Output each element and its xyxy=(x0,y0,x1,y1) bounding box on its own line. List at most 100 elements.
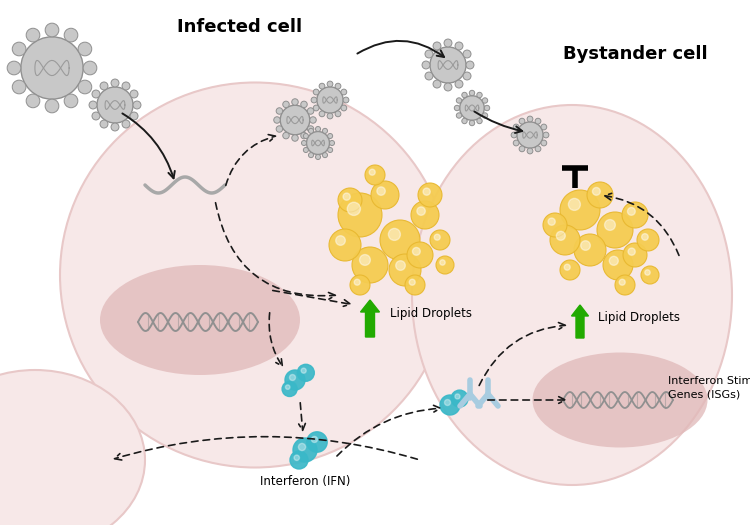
Circle shape xyxy=(292,99,298,105)
Circle shape xyxy=(290,374,296,381)
Circle shape xyxy=(430,230,450,250)
Circle shape xyxy=(111,123,119,131)
Circle shape xyxy=(556,232,566,240)
Ellipse shape xyxy=(100,265,300,375)
Circle shape xyxy=(341,105,346,111)
Circle shape xyxy=(620,279,626,285)
Circle shape xyxy=(564,264,570,270)
Circle shape xyxy=(130,112,138,120)
Circle shape xyxy=(12,80,26,94)
Circle shape xyxy=(303,133,308,139)
Circle shape xyxy=(274,117,280,123)
Circle shape xyxy=(322,128,328,133)
Circle shape xyxy=(560,190,600,230)
Text: Interferon (IFN): Interferon (IFN) xyxy=(260,475,350,488)
Circle shape xyxy=(352,247,388,283)
Circle shape xyxy=(535,146,541,152)
Circle shape xyxy=(286,385,290,390)
Circle shape xyxy=(354,279,360,285)
Circle shape xyxy=(454,106,460,111)
Circle shape xyxy=(319,111,325,117)
Circle shape xyxy=(628,248,635,255)
Circle shape xyxy=(513,140,519,146)
Circle shape xyxy=(597,212,633,248)
Circle shape xyxy=(26,28,40,42)
Circle shape xyxy=(328,133,333,139)
Circle shape xyxy=(302,141,307,145)
Circle shape xyxy=(111,79,119,87)
Circle shape xyxy=(396,261,405,270)
Circle shape xyxy=(527,148,533,154)
Circle shape xyxy=(462,118,467,124)
Circle shape xyxy=(482,98,488,103)
Circle shape xyxy=(122,120,130,128)
Circle shape xyxy=(423,188,430,195)
Circle shape xyxy=(26,94,40,108)
Circle shape xyxy=(477,92,482,98)
Circle shape xyxy=(89,101,97,109)
Circle shape xyxy=(12,42,26,56)
Circle shape xyxy=(308,108,314,114)
Circle shape xyxy=(297,364,314,381)
Circle shape xyxy=(64,28,78,42)
Circle shape xyxy=(319,83,325,89)
Circle shape xyxy=(45,99,58,113)
Circle shape xyxy=(290,451,308,469)
Circle shape xyxy=(341,89,346,95)
Circle shape xyxy=(456,113,462,118)
Circle shape xyxy=(440,260,446,265)
Circle shape xyxy=(413,247,420,255)
Circle shape xyxy=(592,187,600,195)
Circle shape xyxy=(622,202,648,228)
Circle shape xyxy=(301,101,307,108)
Circle shape xyxy=(615,275,635,295)
Circle shape xyxy=(92,90,100,98)
Circle shape xyxy=(380,220,420,260)
Circle shape xyxy=(455,80,463,88)
Circle shape xyxy=(535,118,541,124)
Circle shape xyxy=(568,198,580,211)
Circle shape xyxy=(335,83,341,89)
Circle shape xyxy=(511,132,517,138)
Circle shape xyxy=(92,112,100,120)
Circle shape xyxy=(282,382,297,396)
Circle shape xyxy=(425,50,433,58)
Circle shape xyxy=(292,135,298,141)
Circle shape xyxy=(303,148,308,153)
Ellipse shape xyxy=(60,82,450,467)
Circle shape xyxy=(21,37,83,99)
Circle shape xyxy=(347,202,361,215)
Circle shape xyxy=(477,118,482,124)
Circle shape xyxy=(466,61,474,69)
Circle shape xyxy=(574,234,606,266)
Circle shape xyxy=(133,101,141,109)
Circle shape xyxy=(311,97,317,103)
Circle shape xyxy=(276,108,283,114)
Circle shape xyxy=(517,122,543,148)
Circle shape xyxy=(308,126,314,132)
Text: Lipid Droplets: Lipid Droplets xyxy=(598,311,680,324)
Circle shape xyxy=(350,275,370,295)
Circle shape xyxy=(527,116,533,122)
Circle shape xyxy=(307,432,327,452)
Circle shape xyxy=(283,132,290,139)
Circle shape xyxy=(456,98,462,103)
Ellipse shape xyxy=(412,105,732,485)
Circle shape xyxy=(336,236,345,245)
Circle shape xyxy=(314,89,319,95)
Circle shape xyxy=(359,255,370,265)
Text: Interferon Stimulated
Genes (ISGs): Interferon Stimulated Genes (ISGs) xyxy=(668,376,750,400)
Circle shape xyxy=(100,120,108,128)
Circle shape xyxy=(301,132,307,139)
Circle shape xyxy=(484,106,490,111)
Circle shape xyxy=(388,228,400,240)
Circle shape xyxy=(560,260,580,280)
Circle shape xyxy=(451,390,468,407)
Circle shape xyxy=(335,111,341,117)
Circle shape xyxy=(343,97,349,103)
Circle shape xyxy=(603,250,633,280)
Circle shape xyxy=(425,72,433,80)
Circle shape xyxy=(311,436,317,443)
Circle shape xyxy=(433,80,441,88)
Circle shape xyxy=(301,368,306,373)
